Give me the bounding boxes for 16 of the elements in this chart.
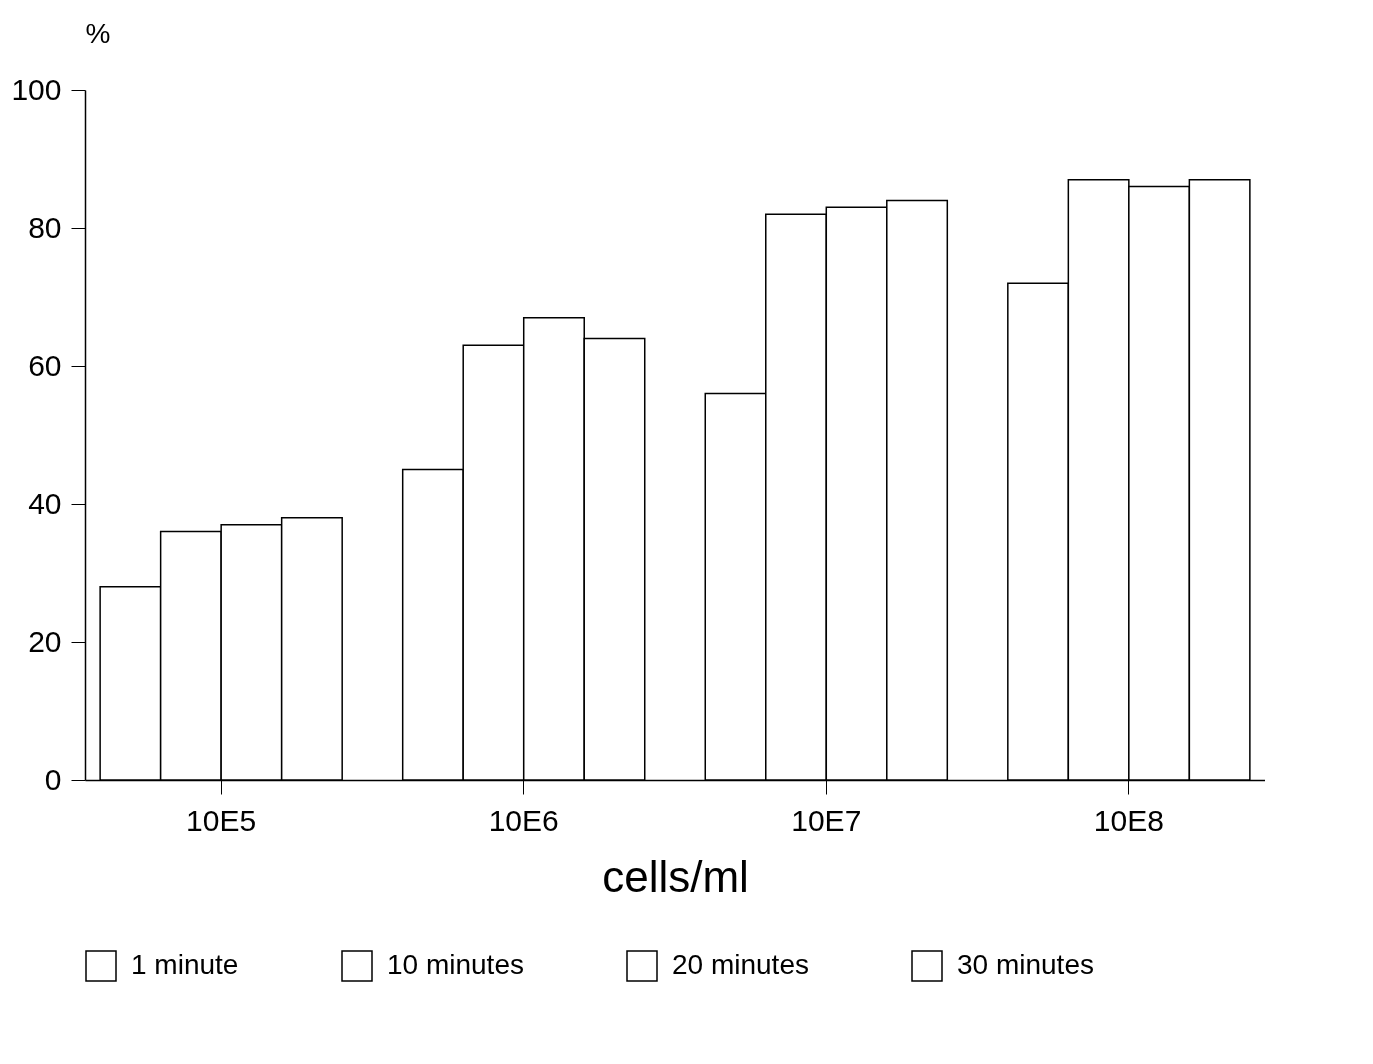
x-tick-label: 10E8: [1093, 803, 1164, 837]
y-tick-label: 0: [44, 762, 62, 796]
y-axis-title: %: [85, 17, 111, 49]
y-tick-label: 40: [28, 486, 62, 520]
x-tick-label: 10E7: [791, 803, 862, 837]
legend-label: 10 minutes: [387, 949, 524, 980]
x-tick-label: 10E5: [186, 803, 257, 837]
y-tick-label: 80: [28, 210, 62, 244]
x-tick-label: 10E6: [488, 803, 559, 837]
legend-label: 20 minutes: [672, 949, 809, 980]
legend-label: 1 minute: [131, 949, 239, 980]
y-tick-label: 60: [28, 348, 62, 382]
y-tick-label: 20: [28, 624, 62, 658]
legend-label: 30 minutes: [957, 949, 1094, 980]
x-axis-title: cells/ml: [602, 851, 749, 901]
y-tick-label: 100: [11, 72, 62, 106]
